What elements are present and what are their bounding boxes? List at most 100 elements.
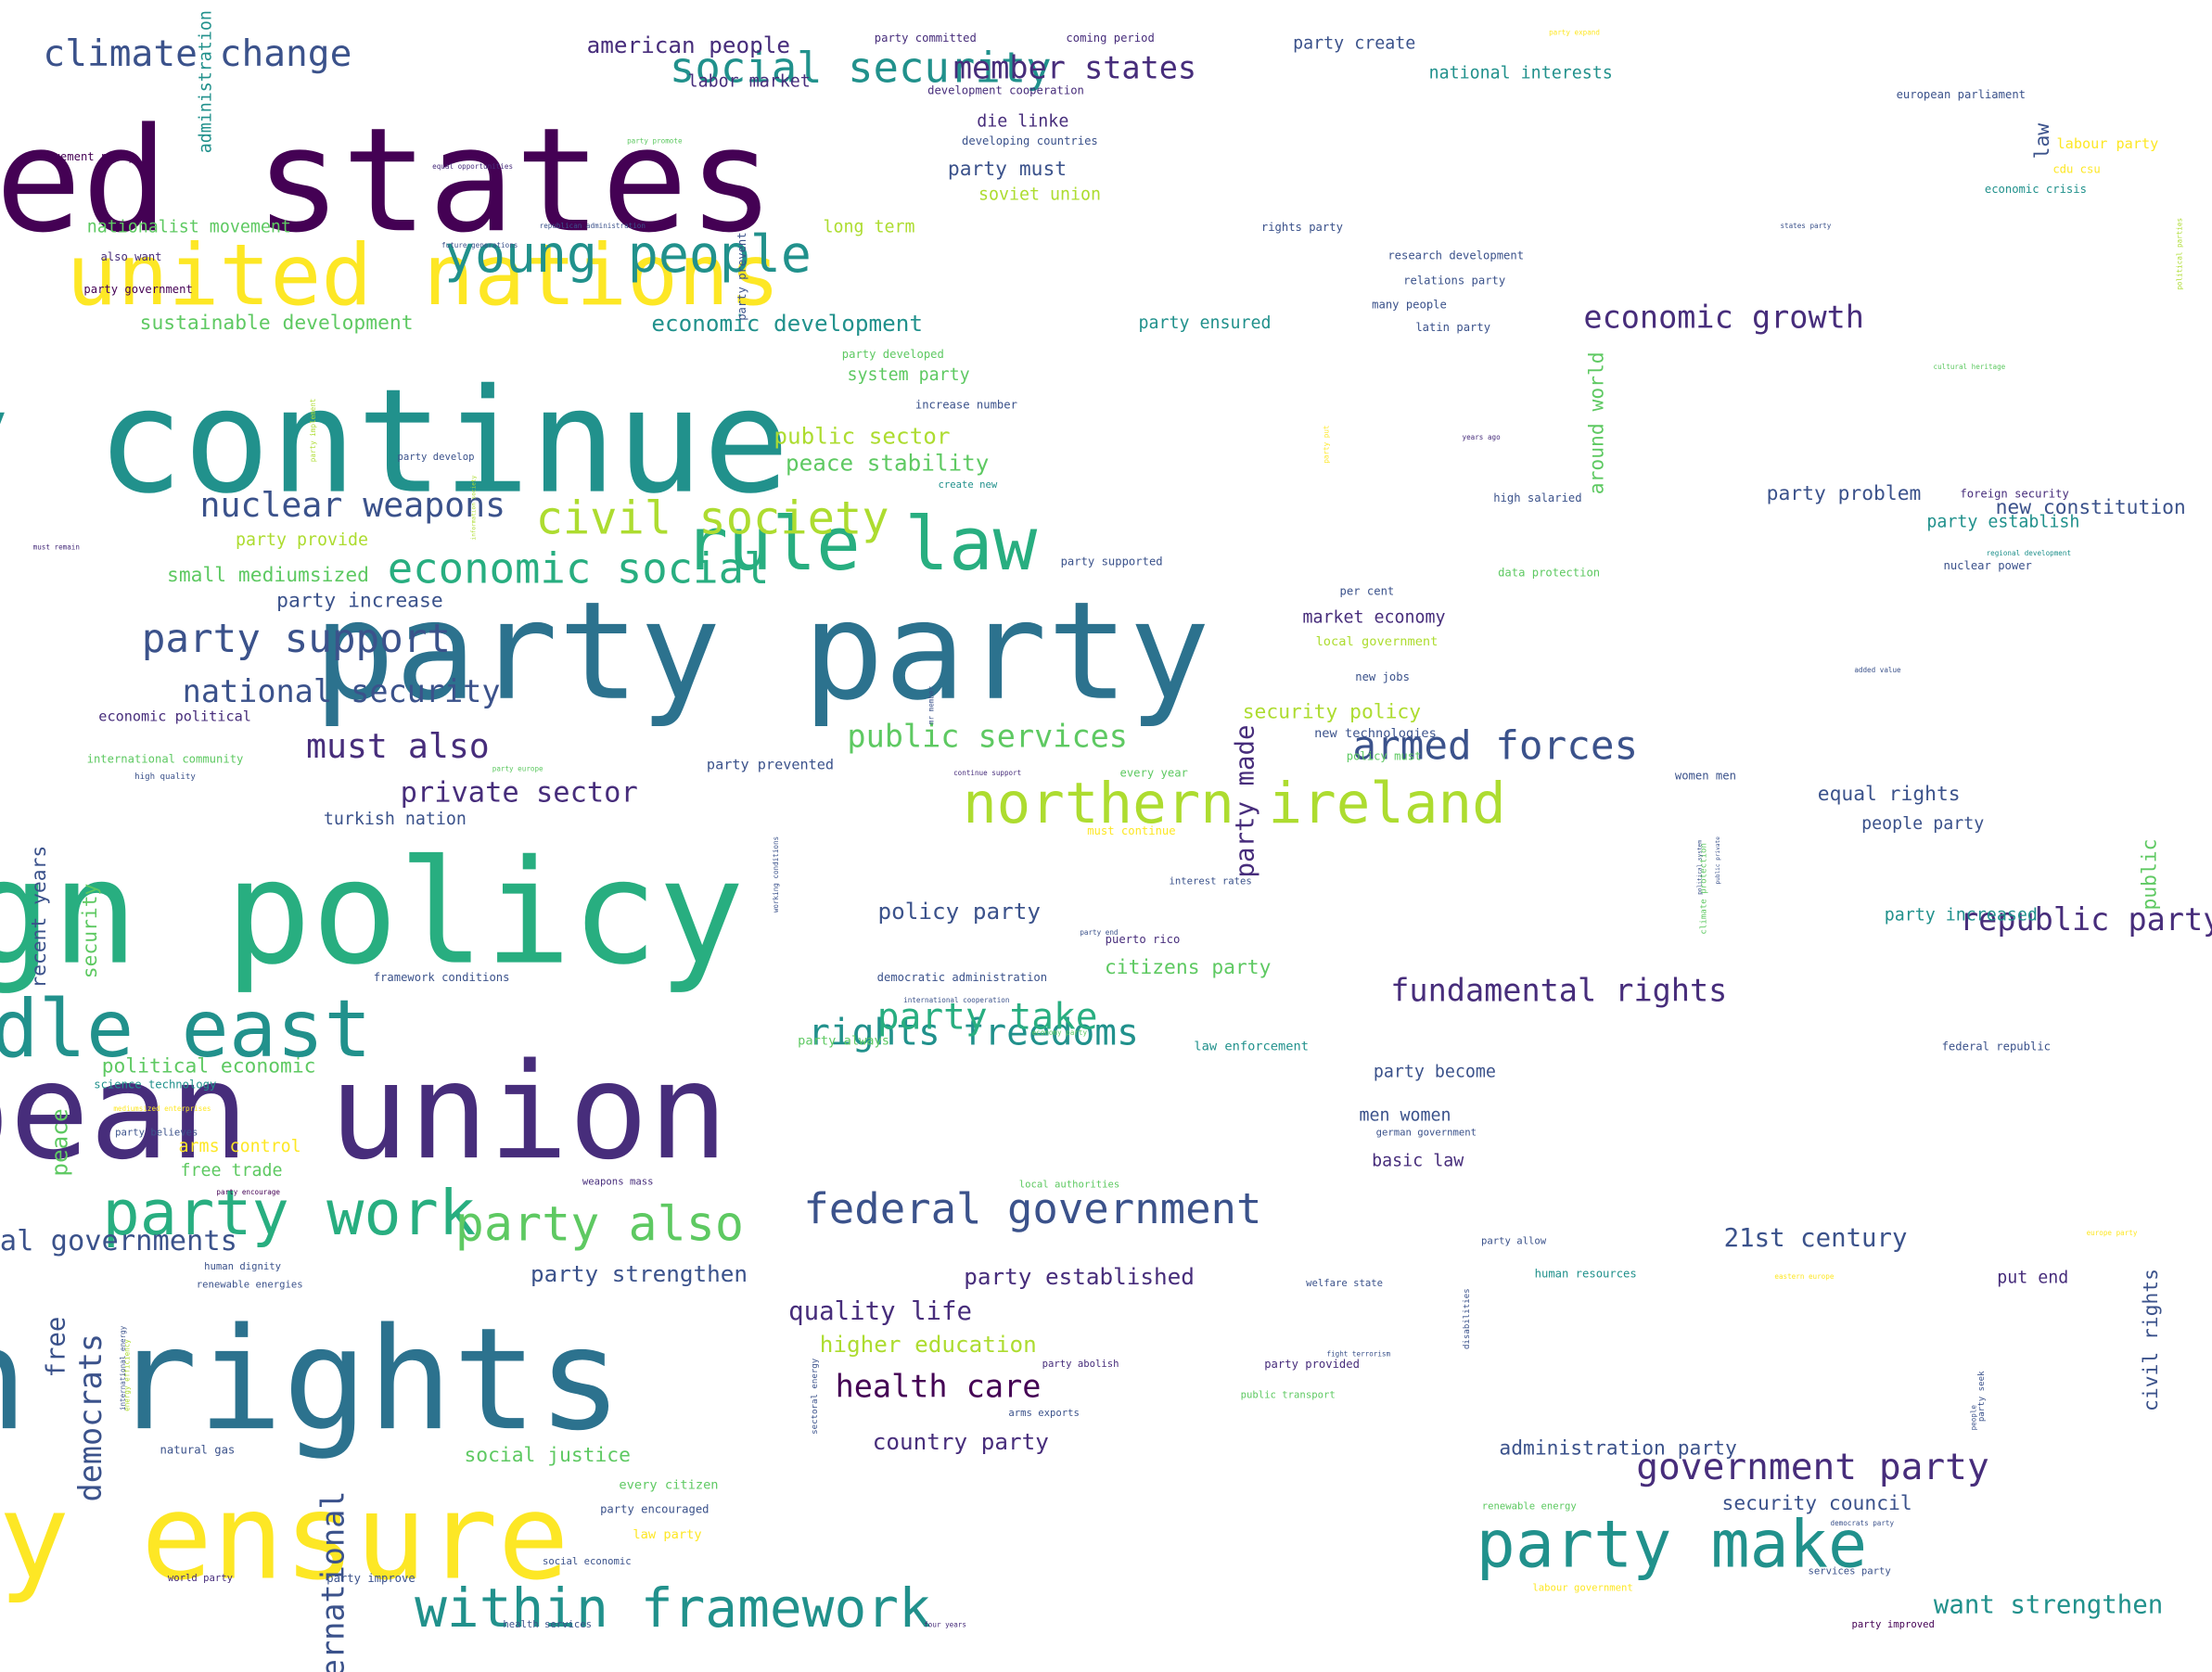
word-rights-freedoms: rights freedoms [808,1011,1139,1053]
word-sustainable-development: sustainable development [140,312,414,335]
word-economic-development: economic development [651,310,923,337]
word-northern-ireland: northern ireland [963,772,1506,836]
word-cultural-heritage: cultural heritage [1934,363,2006,371]
word-party-end: party end [1080,928,1118,937]
word-cdu-csu: cdu csu [2052,163,2100,176]
word-equal-opportunities: equal opportunities [432,162,513,171]
word-turkish-nation: turkish nation [324,810,467,829]
word-federal-government: federal government [803,1184,1261,1233]
word-local-authorities: local authorities [1019,1180,1119,1191]
word-international-energy: international energy [119,1325,127,1410]
word-party-improve: party improve [326,1572,415,1585]
word-renewable-energy: renewable energy [1482,1501,1577,1512]
word-women-men: women men [1675,770,1736,783]
word-disabilities: disabilities [1463,1288,1472,1349]
word-labour-party: labour party [2057,135,2159,152]
word-arms-control: arms control [179,1137,301,1156]
word-data-protection: data protection [1498,567,1600,580]
word-economic-crisis: economic crisis [1985,183,2087,196]
word-party-increased: party increased [1885,906,2038,925]
word-men-women: men women [1359,1106,1451,1126]
word-armed-forces: armed forces [1352,723,1638,770]
word-foreign-security: foreign security [1960,487,2068,500]
word-administration-party: administration party [1499,1437,1736,1461]
word-basic-law: basic law [1372,1151,1464,1170]
word-public-transport: public transport [1241,1389,1336,1400]
word-citizens-party: citizens party [1105,956,1272,979]
word-long-term: long term [823,217,914,236]
word-high-quality: high quality [134,772,196,782]
word-renewable-energies: renewable energies [197,1280,303,1291]
word-party-committed: party committed [875,32,977,45]
word-middle-east: middle east [0,984,372,1076]
word-must-remain: must remain [33,543,80,552]
word-party-developed: party developed [842,348,944,361]
word-national-interests: national interests [1429,64,1613,83]
word-party-provided: party provided [1264,1358,1360,1371]
word-party-encouraged: party encouraged [600,1503,709,1516]
word-political-economic: political economic [102,1054,316,1078]
word-party-believes: party believes [115,1127,198,1138]
word-future-generations: future generations [441,241,518,249]
word-services-party: services party [1808,1565,1890,1576]
word-party-become: party become [1374,1063,1496,1082]
word-system-party: system party [848,365,970,385]
word-member-states: member states [953,50,1196,86]
word-party-promote: party promote [627,137,683,146]
word-fight-terrorism: fight terrorism [1327,1350,1391,1359]
word-european-parliament: european parliament [1897,88,2026,101]
word-human-resources: human resources [1535,1268,1637,1281]
word-economic-political: economic political [98,708,251,725]
word-party-party: party party [313,573,1210,731]
word-working-conditions: working conditions [772,836,780,913]
word-natural-gas: natural gas [160,1444,236,1457]
word-public-services: public services [847,719,1128,755]
word-european-union: european union [0,1034,728,1189]
word-international: international [315,1490,352,1672]
word-health-care: health care [836,1369,1042,1405]
word-peace-stability: peace stability [786,449,989,476]
word-labour-government: labour government [1532,1583,1632,1594]
word-years-ago: years ago [1463,433,1502,441]
word-states-party: states party [1780,222,1831,230]
word-party-europe: party europe [492,765,543,773]
word-nuclear-power: nuclear power [1944,559,2032,572]
word-arms-exports: arms exports [1008,1408,1080,1419]
word-human-dignity: human dignity [204,1261,281,1272]
word-party-continue: party continue [0,358,789,526]
word-party-improved: party improved [1852,1619,1935,1630]
word-relations-party: relations party [1403,274,1505,287]
word-party-establish: party establish [1926,512,2079,531]
word-republic-party: republic party [1960,901,2212,938]
word-united-nations: united nations [67,225,781,325]
word-party-abolish: party abolish [1042,1359,1119,1370]
word-administration: administration [197,10,216,153]
word-party-implement: party implement [309,399,317,463]
word-party-develop: party develop [398,452,475,463]
word-new-constitution: new constitution [1996,496,2186,519]
word-private-sector: private sector [401,776,638,809]
word-continue-support: continue support [953,769,1021,777]
word-party-create: party create [1293,34,1415,54]
word-security: security [79,884,102,979]
word-puerto-rico: puerto rico [1106,933,1181,946]
word-foreign-policy: foreign policy [0,829,745,997]
word-party-increase: party increase [276,590,443,613]
word-civil-society: civil society [536,493,889,545]
word-economy-party: economy party [1032,1028,1088,1037]
word-welfare-state: welfare state [1306,1278,1383,1289]
word-mr-member: mr member [927,686,935,725]
word-per-cent: per cent [1340,584,1395,597]
word-mediumsized-enterprises: mediumsized enterprises [113,1104,211,1113]
word-market-economy: market economy [1302,608,1445,628]
word-sectoral-energy: sectoral energy [811,1358,820,1435]
word-party-take: party take [877,996,1098,1039]
word-europe-party: europe party [2087,1229,2138,1237]
word-research-development: research development [1387,249,1524,262]
word-security-council: security council [1722,1492,1912,1515]
word-law-party: law party [633,1527,701,1542]
word-national-security: national security [183,673,501,709]
word-democratic-administration: democratic administration [877,971,1047,984]
word-social-security: social security [670,44,1052,93]
word-economic-growth: economic growth [1583,300,1864,336]
